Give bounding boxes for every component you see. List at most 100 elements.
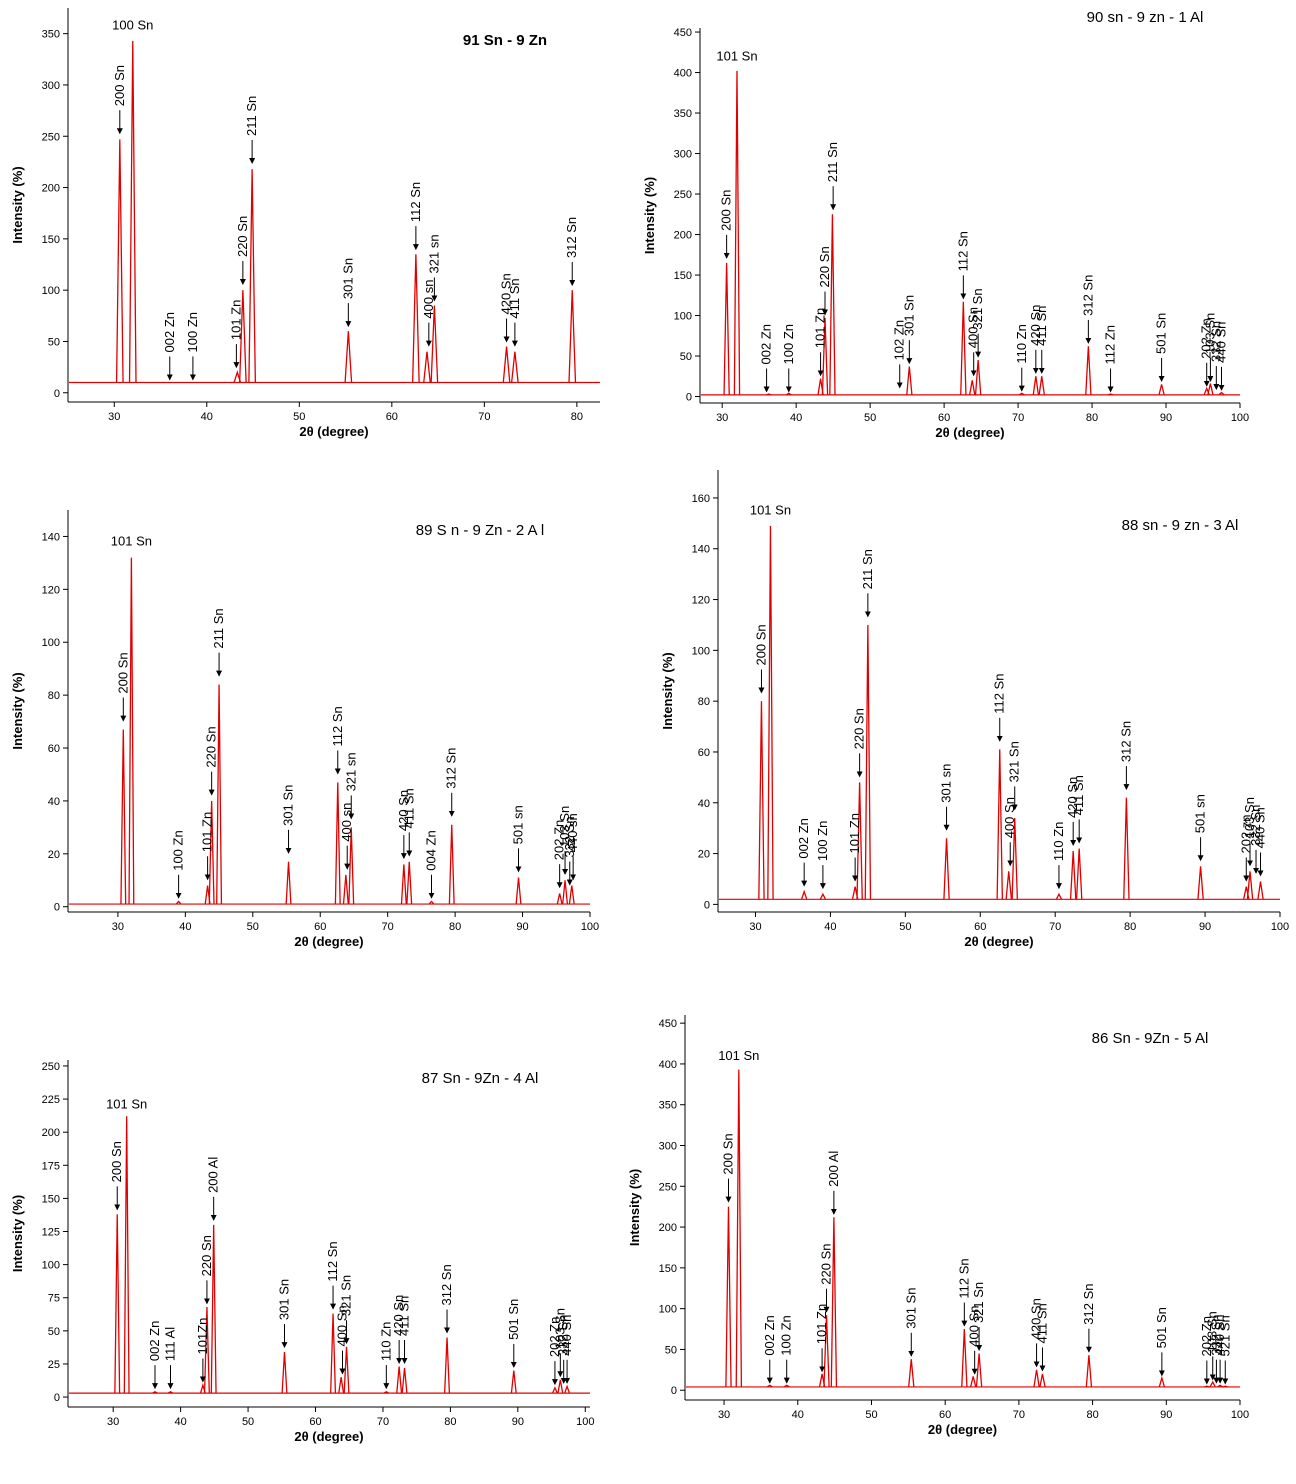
peak <box>557 1379 564 1394</box>
x-axis-label: 2θ (degree) <box>935 425 1004 440</box>
peak <box>167 1391 174 1394</box>
peak <box>1158 1375 1166 1388</box>
annotation: 220 Sn <box>852 708 867 749</box>
peak <box>396 1366 403 1394</box>
annotation: 220 Sn <box>204 726 219 767</box>
chart-title: 88 sn - 9 zn - 3 Al <box>1122 517 1239 534</box>
annotation: 112 Sn <box>956 1258 971 1298</box>
annotation: 100 Zn <box>815 821 830 861</box>
peak <box>348 827 355 905</box>
peak <box>1033 1369 1040 1388</box>
annotation: 101Zn <box>195 1318 210 1355</box>
peak <box>819 892 827 900</box>
y-axis-label: Intensity (%) <box>642 177 657 254</box>
peak <box>725 1206 732 1387</box>
annotation: 321 Sn <box>339 1275 354 1316</box>
y-tick-label: 250 <box>659 1181 677 1193</box>
peak <box>1222 1385 1229 1388</box>
y-tick-label: 120 <box>42 584 60 596</box>
peak <box>1217 1384 1224 1388</box>
y-tick-label: 400 <box>674 68 692 80</box>
annotation: 521 Sn <box>1217 1315 1232 1356</box>
y-tick-label: 40 <box>48 796 60 808</box>
annotation: 321 Sn <box>970 288 985 329</box>
x-tick-label: 90 <box>1160 412 1172 424</box>
y-tick-label: 350 <box>674 108 692 120</box>
peak <box>829 214 836 395</box>
x-tick-label: 50 <box>899 921 911 933</box>
chart: 30 40 50 60 70 80 90 100 0 20 40 60 80 100 120 140 2θ (d… <box>10 510 599 949</box>
peak <box>1055 892 1063 900</box>
peak <box>1246 871 1254 900</box>
peak <box>1123 797 1130 900</box>
peak <box>961 1329 968 1387</box>
peak <box>281 1352 288 1394</box>
annotation: 002 Zn <box>796 818 811 858</box>
peak <box>515 877 522 905</box>
peak <box>906 366 913 395</box>
y-tick-label: 20 <box>698 849 710 861</box>
annotation: 301 Sn <box>281 785 296 826</box>
annotation: 100 Zn <box>185 312 200 352</box>
x-axis-label: 2θ (degree) <box>294 934 363 949</box>
annotation: 200 Sn <box>112 65 127 106</box>
peak <box>120 729 127 905</box>
x-tick-label: 50 <box>247 921 259 933</box>
annotation: 002 Zn <box>162 312 177 352</box>
annotation: 332 Sn <box>1208 1314 1223 1355</box>
x-tick-label: 90 <box>1160 1409 1172 1421</box>
peak <box>428 900 435 905</box>
peak <box>821 317 829 395</box>
y-tick-label: 150 <box>659 1263 677 1275</box>
annotation: 400 Sn <box>967 1306 982 1347</box>
annotation: 411 Sn <box>401 788 416 828</box>
x-tick-label: 60 <box>938 412 950 424</box>
y-tick-label: 25 <box>48 1359 60 1371</box>
x-tick-label: 90 <box>516 921 528 933</box>
annotation: 202 Zn <box>1199 1316 1214 1356</box>
chart: 30 40 50 60 70 80 90 100 0 25 50 75 100 125 150 175 200 2… <box>10 1060 594 1444</box>
x-tick-label: 70 <box>377 1416 389 1428</box>
peak <box>208 800 215 905</box>
annotation: 312 Sn <box>1080 275 1095 316</box>
y-tick-label: 100 <box>674 311 692 323</box>
peak <box>123 1116 130 1394</box>
peak <box>430 305 439 383</box>
peak <box>568 290 577 383</box>
annotation: 420 Sn <box>499 273 514 314</box>
annotation: 332 Sn <box>1248 805 1263 846</box>
annotation: 103 Sn <box>552 1308 567 1349</box>
peak <box>114 1214 121 1394</box>
x-tick-label: 100 <box>581 921 599 933</box>
y-tick-label: 250 <box>42 131 60 143</box>
annotation: 501 sn <box>511 805 526 844</box>
annotation: 220 Sn <box>817 246 832 287</box>
y-tick-label: 140 <box>692 544 710 556</box>
x-tick-label: 80 <box>571 411 583 423</box>
annotation: 321 sn <box>426 234 441 273</box>
annotation: 400 Sn <box>334 1305 349 1346</box>
peak <box>400 864 407 905</box>
x-tick-label: 60 <box>974 921 986 933</box>
y-tick-label: 120 <box>692 595 710 607</box>
annotation: 103 Sn <box>557 806 572 847</box>
annotation: 321 Sn <box>1007 741 1022 782</box>
peak <box>1204 1385 1210 1388</box>
peak <box>401 1367 408 1394</box>
peak <box>975 1353 983 1388</box>
x-tick-label: 100 <box>576 1416 594 1428</box>
y-tick-label: 250 <box>42 1061 60 1073</box>
peak <box>864 624 872 900</box>
y-tick-label: 300 <box>42 80 60 92</box>
annotation: 100 Zn <box>779 1315 794 1355</box>
peak <box>1209 1380 1216 1388</box>
annotation: 002 Zn <box>147 1321 162 1361</box>
x-tick-label: 60 <box>939 1409 951 1421</box>
chart-title: 90 sn - 9 zn - 1 Al <box>1087 9 1204 26</box>
y-tick-label: 0 <box>54 902 60 914</box>
chart-title: 86 Sn - 9Zn - 5 Al <box>1092 1030 1209 1047</box>
y-axis-label: Intensity (%) <box>10 1195 25 1272</box>
x-tick-label: 80 <box>1086 412 1098 424</box>
